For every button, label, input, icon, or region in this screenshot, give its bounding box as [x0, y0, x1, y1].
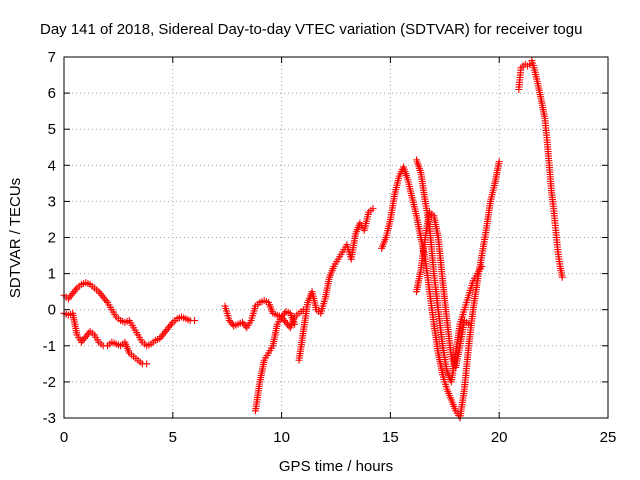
chart-title: Day 141 of 2018, Sidereal Day-to-day VTE…	[40, 21, 582, 38]
y-tick-label: -1	[43, 338, 56, 355]
y-tick-label: 7	[48, 49, 56, 66]
y-tick-label: 4	[48, 157, 56, 174]
data-point	[143, 360, 151, 368]
x-tick-label: 15	[382, 429, 399, 446]
data-point	[299, 306, 307, 314]
x-tick-label: 20	[491, 429, 508, 446]
y-axis-label: SDTVAR / TECUs	[7, 178, 24, 298]
x-axis-label: GPS time / hours	[279, 458, 393, 475]
y-tick-label: 6	[48, 85, 56, 102]
y-tick-label: -2	[43, 374, 56, 391]
y-tick-label: -3	[43, 410, 56, 427]
data-point	[558, 273, 566, 281]
x-tick-label: 5	[169, 429, 177, 446]
y-tick-label: 1	[48, 266, 56, 283]
y-tick-label: 3	[48, 193, 56, 210]
x-tick-label: 0	[60, 429, 68, 446]
y-tick-label: 2	[48, 230, 56, 247]
data-marks	[60, 57, 566, 422]
axis-ticks: 0 5 10 15 20 25 -3 -2 -1 0 1 2 3 4 5 6 7	[43, 49, 617, 446]
y-tick-label: 0	[48, 302, 56, 319]
data-point	[291, 320, 299, 328]
data-point	[465, 320, 473, 328]
y-tick-label: 5	[48, 121, 56, 138]
x-tick-label: 25	[600, 429, 617, 446]
data-point	[478, 262, 486, 270]
data-point	[191, 317, 199, 325]
grid	[64, 57, 608, 418]
x-tick-label: 10	[273, 429, 290, 446]
data-point	[369, 205, 377, 213]
data-point	[495, 158, 503, 166]
data-point	[526, 60, 534, 68]
